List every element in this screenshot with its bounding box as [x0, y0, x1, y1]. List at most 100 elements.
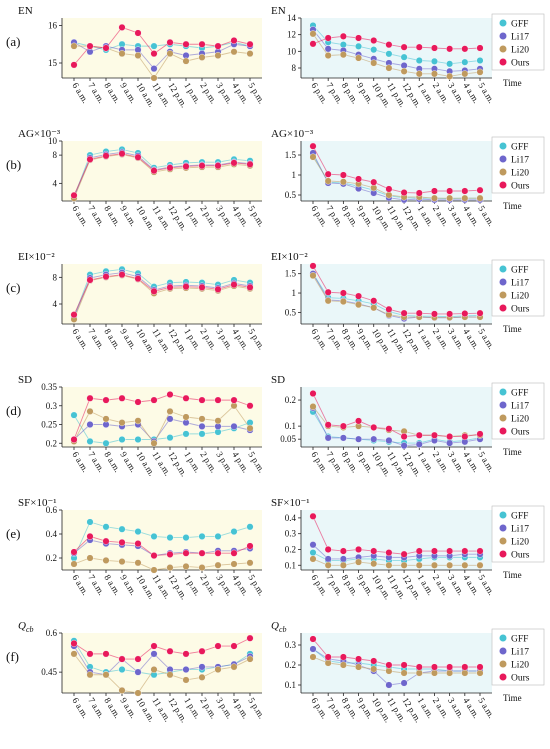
- point-li20: [198, 53, 206, 61]
- panel-title: SF×10⁻¹: [271, 497, 310, 509]
- y-tick-label: 0.4: [285, 513, 297, 523]
- point-gff: [86, 437, 94, 445]
- y-tick-label: 4: [53, 299, 58, 309]
- point-ours: [70, 436, 78, 444]
- point-li20: [118, 50, 126, 58]
- point-ours: [166, 283, 174, 291]
- point-gff: [182, 430, 190, 438]
- point-li20: [476, 561, 484, 569]
- point-gff: [230, 528, 238, 536]
- point-ours: [118, 23, 126, 31]
- row-label: (a): [6, 34, 20, 49]
- x-tick-label: 5 p.m.: [246, 696, 267, 721]
- point-li20: [476, 669, 484, 677]
- row-label: (e): [6, 526, 20, 541]
- point-li20: [355, 301, 363, 309]
- point-gff: [385, 50, 393, 58]
- point-gff: [446, 60, 454, 68]
- point-li17: [134, 668, 142, 676]
- point-li20: [400, 669, 408, 677]
- y-tick-label: 14: [287, 13, 297, 23]
- point-li20: [476, 194, 484, 202]
- point-li20: [214, 666, 222, 674]
- y-tick-label: 8: [292, 63, 297, 73]
- point-li20: [385, 191, 393, 199]
- legend-marker-li20: [499, 168, 507, 176]
- point-ours: [324, 421, 332, 429]
- point-gff: [309, 549, 317, 557]
- point-li20: [134, 52, 142, 60]
- panel-title: EI×10⁻²: [18, 251, 55, 263]
- x-tick-label: 5 a.m.: [476, 204, 496, 228]
- point-li20: [461, 194, 469, 202]
- time-axis-label: Time: [503, 693, 522, 703]
- point-gff: [339, 41, 347, 49]
- point-li20: [102, 671, 110, 679]
- point-li20: [385, 64, 393, 72]
- legend-marker-gff: [499, 19, 507, 27]
- point-ours: [70, 311, 78, 319]
- point-li20: [134, 417, 142, 425]
- legend-label-li17: Li17: [511, 156, 529, 166]
- point-ours: [309, 512, 317, 520]
- point-ours: [309, 390, 317, 398]
- point-ours: [446, 433, 454, 441]
- point-ours: [415, 431, 423, 439]
- point-ours: [461, 663, 469, 671]
- point-ours: [182, 162, 190, 170]
- point-ours: [198, 40, 206, 48]
- point-ours: [309, 262, 317, 270]
- point-li20: [102, 556, 110, 564]
- legend-marker-gff: [499, 634, 507, 642]
- point-ours: [461, 547, 469, 555]
- point-li20: [324, 659, 332, 667]
- point-li20: [118, 686, 126, 694]
- point-ours: [246, 542, 254, 550]
- point-gff: [400, 53, 408, 61]
- legend-marker-li17: [499, 32, 507, 40]
- panel-title: AG×10⁻³: [18, 128, 61, 140]
- point-gff: [355, 42, 363, 50]
- point-ours: [134, 398, 142, 406]
- y-tick-label: 10: [287, 46, 297, 56]
- point-ours: [118, 394, 126, 402]
- point-ours: [182, 283, 190, 291]
- point-ours: [230, 281, 238, 289]
- point-gff: [134, 528, 142, 536]
- y-tick-label: 8: [53, 272, 58, 282]
- legend-label-gff: GFF: [511, 266, 528, 276]
- legend: GFF Li17 Li20 Ours: [491, 13, 545, 71]
- panel-title: EI×10⁻²: [271, 251, 308, 263]
- point-li20: [461, 561, 469, 569]
- point-ours: [400, 550, 408, 558]
- point-li20: [309, 153, 317, 161]
- legend-marker-li17: [499, 524, 507, 532]
- point-li20: [324, 177, 332, 185]
- point-li20: [214, 52, 222, 60]
- legend-label-ours: Ours: [511, 305, 530, 315]
- panel-title: Qcb: [271, 620, 287, 634]
- point-ours: [86, 532, 94, 540]
- point-ours: [86, 276, 94, 284]
- panel-title: SD: [271, 374, 285, 386]
- point-li20: [446, 669, 454, 677]
- night-panel: SD0.050.10.26 p.m.7 p.m.8 p.m.9 p.m.10 p…: [271, 374, 545, 478]
- point-li20: [198, 673, 206, 681]
- y-tick-label: 0.6: [46, 628, 58, 638]
- point-gff: [150, 532, 158, 540]
- point-ours: [166, 550, 174, 558]
- point-li20: [430, 561, 438, 569]
- point-li20: [400, 561, 408, 569]
- day-panel: SD0.20.250.30.356 a.m.7 a.m.8 a.m.9 a.m.…: [18, 374, 267, 478]
- point-ours: [198, 396, 206, 404]
- point-ours: [476, 547, 484, 555]
- y-tick-label: 1: [292, 170, 297, 180]
- point-ours: [339, 171, 347, 179]
- point-li17: [150, 65, 158, 73]
- time-axis-label: Time: [503, 447, 522, 457]
- point-li20: [370, 665, 378, 673]
- point-li20: [86, 671, 94, 679]
